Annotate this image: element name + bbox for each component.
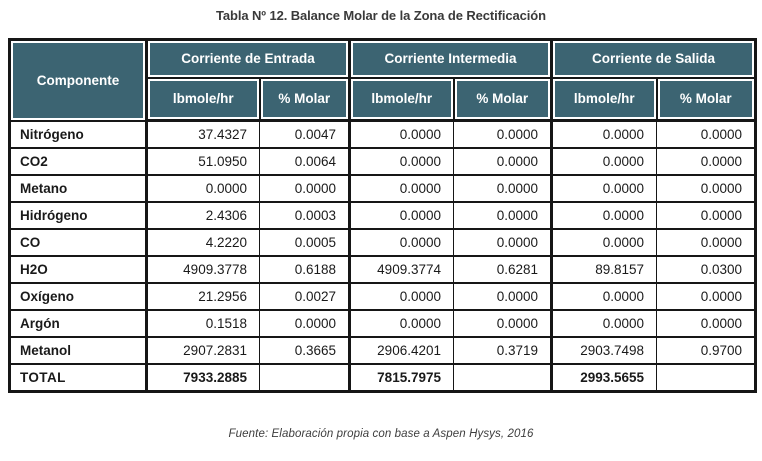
value-cell: 21.2956 [145, 282, 260, 311]
value-cell: 0.0000 [550, 228, 657, 257]
value-cell: 0.0047 [259, 120, 350, 149]
subheader-entrada-molar: % Molar [259, 76, 351, 122]
value-cell: 0.0000 [452, 309, 552, 338]
value-cell: 37.4327 [145, 120, 260, 149]
value-cell: 0.0000 [656, 174, 756, 203]
value-cell: 2903.7498 [550, 336, 657, 365]
value-cell [656, 362, 756, 393]
value-cell: 0.0000 [550, 201, 657, 230]
value-cell: 0.0000 [656, 309, 756, 338]
sub-header-row: lbmole/hr % Molar lbmole/hr % Molar lbmo… [10, 76, 757, 122]
group-header-intermedia: Corriente Intermedia [347, 38, 553, 79]
table-row: Nitrógeno 37.4327 0.0047 0.0000 0.0000 0.0000… [9, 120, 756, 149]
value-cell [259, 362, 350, 393]
value-cell: 0.0003 [259, 201, 350, 230]
component-cell: TOTAL [9, 362, 147, 393]
value-cell: 0.0000 [550, 174, 657, 203]
group-header-row: Componente Corriente de Entrada Corrient… [8, 38, 757, 122]
component-cell: Nitrógeno [9, 120, 147, 149]
component-cell: CO [9, 228, 147, 257]
value-cell: 2993.5655 [550, 362, 657, 393]
value-cell: 0.9700 [656, 336, 756, 365]
value-cell: 0.0000 [452, 282, 552, 311]
table-row: CO2 51.0950 0.0064 0.0000 0.0000 0.0000 0.0000 [9, 147, 756, 176]
component-cell: Metano [9, 174, 147, 203]
value-cell: 0.3665 [259, 336, 350, 365]
table-row: Oxígeno 21.2956 0.0027 0.0000 0.0000 0.0000 0.… [9, 282, 756, 311]
value-cell: 2.4306 [145, 201, 260, 230]
value-cell: 2906.4201 [348, 336, 454, 365]
table-row: H2O 4909.3778 0.6188 4909.3774 0.6281 89.8157… [9, 255, 756, 284]
table-row: Metano 0.0000 0.0000 0.0000 0.0000 0.0000 0.00… [9, 174, 756, 203]
value-cell: 0.0000 [259, 174, 350, 203]
value-cell: 51.0950 [145, 147, 260, 176]
value-cell: 0.0000 [452, 201, 552, 230]
table-title: Tabla Nº 12. Balance Molar de la Zona de… [216, 8, 546, 23]
value-cell: 0.6281 [452, 255, 552, 284]
value-cell: 0.0000 [348, 174, 454, 203]
subheader-entrada-lbmole: lbmole/hr [145, 76, 261, 122]
value-cell: 0.0000 [550, 282, 657, 311]
value-cell: 0.0300 [656, 255, 756, 284]
value-cell: 0.3719 [452, 336, 552, 365]
value-cell: 4.2220 [145, 228, 260, 257]
value-cell: 89.8157 [550, 255, 657, 284]
value-cell: 0.0000 [259, 309, 350, 338]
value-cell: 0.0000 [348, 201, 454, 230]
value-cell: 0.0005 [259, 228, 350, 257]
value-cell: 0.0000 [656, 147, 756, 176]
group-header-entrada: Corriente de Entrada [145, 38, 351, 79]
component-cell: Metanol [9, 336, 147, 365]
value-cell: 0.0000 [550, 309, 657, 338]
value-cell: 0.0064 [259, 147, 350, 176]
value-cell: 4909.3774 [348, 255, 454, 284]
subheader-intermedia-molar: % Molar [452, 76, 553, 122]
component-cell: Hidrógeno [9, 201, 147, 230]
value-cell: 4909.3778 [145, 255, 260, 284]
table-header: Componente Corriente de Entrada Corrient… [8, 38, 757, 122]
table-row: Hidrógeno 2.4306 0.0003 0.0000 0.0000 0.0000 0… [9, 201, 756, 230]
component-cell: Oxígeno [9, 282, 147, 311]
value-cell [452, 362, 552, 393]
total-row: TOTAL 7933.2885 7815.7975 2993.5655 [9, 362, 756, 393]
subheader-salida-lbmole: lbmole/hr [550, 76, 658, 122]
value-cell: 0.0000 [550, 120, 657, 149]
value-cell: 0.0027 [259, 282, 350, 311]
value-cell: 0.0000 [550, 147, 657, 176]
subheader-salida-molar: % Molar [656, 76, 757, 122]
value-cell: 0.0000 [656, 228, 756, 257]
value-cell: 0.0000 [656, 201, 756, 230]
value-cell: 0.1518 [145, 309, 260, 338]
value-cell: 0.6188 [259, 255, 350, 284]
subheader-intermedia-lbmole: lbmole/hr [348, 76, 455, 122]
value-cell: 0.0000 [452, 147, 552, 176]
value-cell: 0.0000 [348, 120, 454, 149]
table-body: Nitrógeno 37.4327 0.0047 0.0000 0.0000 0.0000… [9, 120, 756, 393]
value-cell: 0.0000 [452, 228, 552, 257]
table-row: Argón 0.1518 0.0000 0.0000 0.0000 0.0000 0.000… [9, 309, 756, 338]
value-cell: 7933.2885 [145, 362, 260, 393]
value-cell: 0.0000 [348, 282, 454, 311]
table-row: CO 4.2220 0.0005 0.0000 0.0000 0.0000 0.0000 [9, 228, 756, 257]
component-column-header: Componente [8, 38, 148, 122]
value-cell: 0.0000 [656, 120, 756, 149]
component-cell: H2O [9, 255, 147, 284]
value-cell: 0.0000 [656, 282, 756, 311]
molar-balance-table: Componente Corriente de Entrada Corrient… [8, 38, 758, 393]
value-cell: 2907.2831 [145, 336, 260, 365]
value-cell: 0.0000 [348, 309, 454, 338]
component-cell: Argón [9, 309, 147, 338]
value-cell: 0.0000 [145, 174, 260, 203]
value-cell: 0.0000 [348, 228, 454, 257]
value-cell: 7815.7975 [348, 362, 454, 393]
component-cell: CO2 [9, 147, 147, 176]
value-cell: 0.0000 [348, 147, 454, 176]
source-note: Fuente: Elaboración propia con base a As… [228, 428, 534, 440]
value-cell: 0.0000 [452, 174, 552, 203]
value-cell: 0.0000 [452, 120, 552, 149]
group-header-salida: Corriente de Salida [550, 38, 757, 79]
table-row: Metanol 2907.2831 0.3665 2906.4201 0.3719 290… [9, 336, 756, 365]
